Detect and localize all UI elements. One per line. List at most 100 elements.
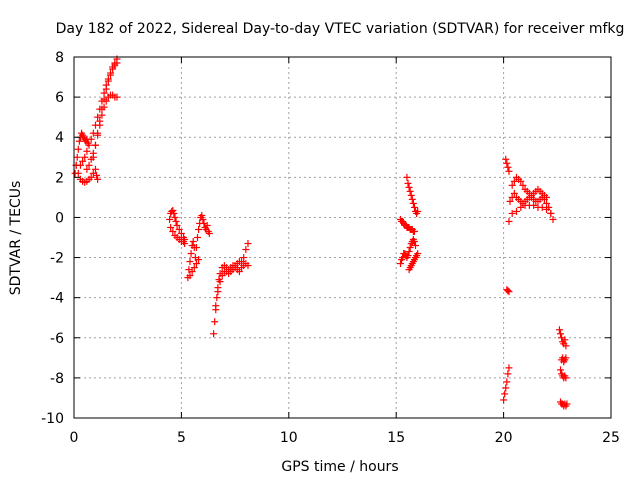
data-point <box>91 165 99 173</box>
data-point <box>410 238 418 246</box>
data-point <box>195 256 203 264</box>
data-point <box>166 215 174 223</box>
data-point <box>235 268 243 276</box>
data-point <box>555 326 563 334</box>
data-point <box>218 272 226 280</box>
data-point <box>113 93 121 101</box>
data-point <box>102 85 110 93</box>
data-point <box>410 227 418 235</box>
data-point <box>199 215 207 223</box>
x-tick-labels: 0 5 10 15 20 25 <box>70 430 620 446</box>
data-point <box>94 113 102 121</box>
data-point <box>195 225 203 233</box>
data-point <box>203 221 211 229</box>
data-point <box>244 240 252 248</box>
data-point <box>181 240 189 248</box>
data-point <box>502 384 510 392</box>
data-point <box>510 189 518 197</box>
data-point <box>503 159 511 167</box>
data-point <box>194 234 202 241</box>
data-point <box>172 217 180 225</box>
data-point <box>167 223 175 231</box>
y-tick-label: -6 <box>50 331 64 347</box>
axis-ticks <box>73 56 612 419</box>
data-point <box>508 209 516 217</box>
data-point <box>83 147 91 155</box>
data-point <box>506 197 514 205</box>
data-point <box>91 141 99 149</box>
y-tick-labels: -10 -8 -6 -4 -2 0 2 4 6 8 <box>41 50 64 427</box>
data-point <box>113 59 121 67</box>
y-tick-label: 8 <box>55 50 64 66</box>
y-tick-label: -2 <box>50 251 64 267</box>
y-tick-label: 6 <box>55 90 64 106</box>
data-point <box>549 215 557 223</box>
y-tick-label: -8 <box>50 371 64 387</box>
data-point <box>73 153 81 161</box>
data-point <box>81 153 89 161</box>
data-point <box>557 366 565 374</box>
data-point <box>562 374 570 382</box>
data-point <box>403 173 411 181</box>
data-point <box>87 173 95 181</box>
data-point <box>94 175 102 183</box>
data-point <box>74 169 82 177</box>
data-point <box>405 183 413 191</box>
data-point <box>517 203 525 211</box>
data-point <box>543 205 551 213</box>
data-point <box>530 201 538 209</box>
data-point <box>216 278 224 286</box>
data-point <box>169 227 177 235</box>
data-point <box>104 77 112 85</box>
y-tick-label: 4 <box>55 130 64 146</box>
data-point <box>543 199 551 207</box>
data-point <box>504 287 512 295</box>
data-point <box>205 229 213 237</box>
data-point <box>414 250 422 258</box>
data-point <box>198 211 206 219</box>
data-point <box>170 209 178 217</box>
data-point <box>173 221 181 229</box>
data-point <box>213 294 221 302</box>
data-point <box>538 203 546 211</box>
data-point <box>504 370 512 378</box>
y-tick-label: -4 <box>50 291 64 307</box>
data-point <box>240 254 248 262</box>
data-point <box>505 364 513 372</box>
data-point <box>177 229 185 237</box>
grid-lines <box>74 57 611 418</box>
y-tick-label: -10 <box>41 411 64 427</box>
data-point <box>404 179 412 187</box>
y-tick-label: 2 <box>55 170 64 186</box>
y-tick-label: 0 <box>55 210 64 226</box>
data-point <box>408 195 416 203</box>
data-point <box>87 135 95 143</box>
data-point <box>517 177 525 185</box>
x-tick-label: 0 <box>70 430 79 446</box>
data-point <box>500 396 508 404</box>
data-point <box>98 105 106 113</box>
x-tick-label: 25 <box>602 430 620 446</box>
data-point <box>407 191 415 199</box>
data-point <box>169 206 177 214</box>
data-point <box>561 336 569 344</box>
data-point <box>504 163 512 171</box>
data-point <box>557 330 565 338</box>
data-point <box>85 161 93 169</box>
data-point <box>192 260 200 268</box>
x-tick-label: 10 <box>280 430 298 446</box>
data-point <box>238 258 246 266</box>
data-point <box>396 260 404 268</box>
x-axis-label: GPS time / hours <box>281 459 398 475</box>
data-point <box>74 145 82 153</box>
data-point <box>186 258 194 266</box>
data-point <box>75 137 83 145</box>
data-point <box>107 71 115 79</box>
data-point <box>505 167 513 175</box>
plot-frame <box>73 56 612 419</box>
data-point <box>242 246 250 254</box>
data-point <box>100 95 108 103</box>
data-point <box>79 157 87 165</box>
data-point <box>190 264 198 272</box>
data-points <box>71 55 571 410</box>
